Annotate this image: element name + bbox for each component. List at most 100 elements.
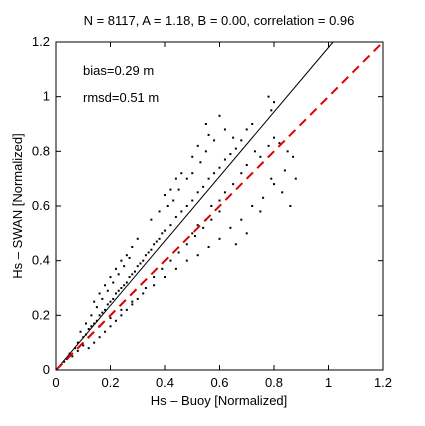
- x-tick-label: 0.2: [101, 375, 119, 390]
- data-point: [245, 164, 248, 166]
- data-point: [71, 355, 74, 358]
- data-point: [139, 262, 142, 265]
- data-point: [240, 139, 243, 142]
- data-point: [245, 128, 248, 131]
- data-point: [131, 303, 134, 306]
- data-point: [147, 251, 150, 254]
- data-point: [185, 205, 188, 207]
- data-point: [134, 270, 137, 273]
- data-point: [117, 289, 120, 292]
- data-point: [240, 218, 243, 221]
- data-point: [164, 194, 166, 197]
- data-point: [104, 284, 107, 287]
- data-point: [131, 246, 134, 248]
- data-point: [79, 330, 82, 333]
- data-point: [267, 144, 270, 147]
- x-tick-label: 0.6: [210, 375, 228, 390]
- data-point: [259, 155, 262, 158]
- data-point: [207, 177, 210, 180]
- data-point: [125, 281, 128, 284]
- data-point: [207, 246, 210, 248]
- data-point: [196, 144, 199, 147]
- data-point: [292, 155, 295, 158]
- data-point: [218, 210, 221, 213]
- data-point: [278, 142, 281, 145]
- data-point: [95, 319, 98, 322]
- data-point: [142, 259, 145, 262]
- data-point: [191, 199, 194, 202]
- data-point: [191, 172, 194, 175]
- data-point: [267, 95, 270, 98]
- data-point: [84, 322, 87, 325]
- data-point: [106, 303, 109, 306]
- data-point: [150, 218, 153, 221]
- x-tick-label: 1.2: [374, 375, 392, 390]
- data-point: [153, 243, 156, 246]
- data-point: [136, 297, 139, 300]
- x-tick-label: 0.8: [265, 375, 283, 390]
- data-point: [253, 150, 256, 153]
- data-point: [125, 308, 128, 311]
- x-axis-label: Hs – Buoy [Normalized]: [151, 393, 288, 408]
- x-tick-label: 0.4: [156, 375, 174, 390]
- data-point: [193, 235, 196, 238]
- data-point: [63, 360, 66, 363]
- x-tick-label: 1: [325, 375, 332, 390]
- data-point: [164, 229, 166, 232]
- data-point: [229, 153, 232, 156]
- data-point: [125, 254, 128, 257]
- data-point: [174, 215, 177, 218]
- data-point: [213, 172, 216, 175]
- data-point: [120, 314, 123, 317]
- data-point: [161, 232, 164, 235]
- data-point: [101, 297, 104, 300]
- data-point: [76, 341, 79, 344]
- data-point: [204, 123, 207, 125]
- data-point: [210, 205, 213, 207]
- data-point: [218, 114, 221, 117]
- data-point: [120, 308, 123, 311]
- data-point: [185, 177, 188, 180]
- data-point: [158, 210, 161, 213]
- data-point: [90, 325, 93, 328]
- data-point: [180, 210, 183, 213]
- chart-title: N = 8117, A = 1.18, B = 0.00, correlatio…: [84, 13, 355, 28]
- data-point: [177, 251, 180, 254]
- points-layer: [63, 95, 297, 363]
- data-point: [174, 177, 177, 180]
- data-point: [155, 240, 158, 243]
- data-point: [106, 289, 109, 292]
- data-point: [223, 191, 226, 194]
- data-point: [294, 177, 297, 180]
- data-point: [251, 123, 254, 125]
- data-point: [245, 232, 248, 235]
- data-point: [131, 273, 134, 276]
- data-point: [87, 328, 90, 330]
- data-point: [109, 325, 112, 328]
- ticks-layer: 0 0.2 0.4 0.6 0.8 1 1.2 0 0.2 0.4 0.6 0.8 1 1.2: [32, 34, 392, 390]
- data-point: [229, 226, 232, 229]
- data-point: [199, 161, 202, 164]
- data-point: [185, 243, 188, 246]
- data-point: [204, 150, 207, 153]
- data-point: [172, 199, 175, 202]
- data-point: [104, 330, 107, 333]
- data-point: [180, 172, 183, 175]
- data-point: [117, 273, 120, 276]
- data-point: [169, 188, 172, 191]
- data-point: [234, 243, 237, 246]
- data-point: [112, 297, 115, 300]
- data-point: [289, 205, 292, 207]
- y-tick-label: 1.2: [32, 34, 50, 49]
- data-point: [95, 306, 98, 309]
- data-point: [123, 284, 126, 287]
- data-point: [169, 259, 172, 262]
- data-point: [82, 344, 85, 347]
- data-point: [191, 232, 194, 235]
- data-point: [90, 314, 93, 317]
- data-point: [109, 276, 112, 279]
- data-point: [101, 311, 104, 314]
- data-point: [251, 205, 254, 207]
- data-point: [131, 300, 134, 303]
